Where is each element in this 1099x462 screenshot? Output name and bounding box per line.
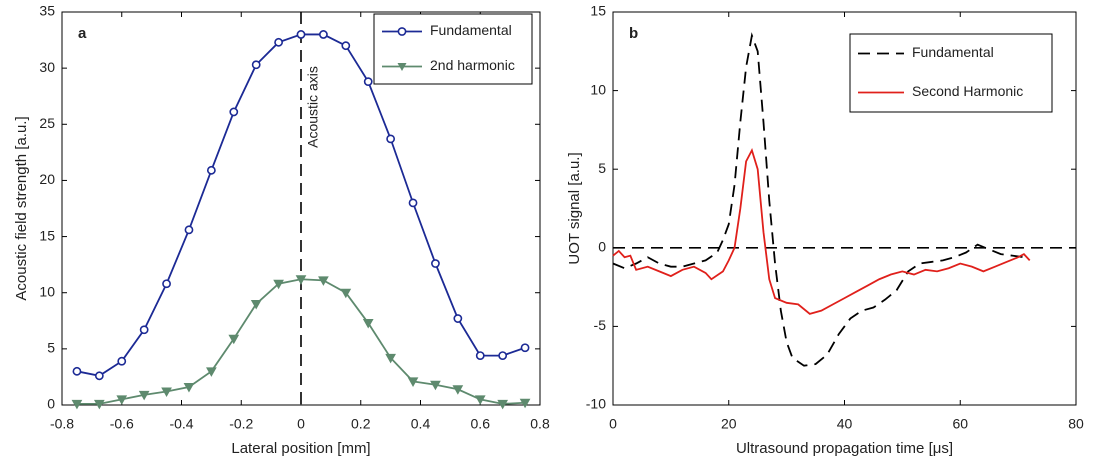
y-tick-label: 10 xyxy=(590,81,606,97)
x-tick-label: 0.8 xyxy=(530,416,550,432)
point xyxy=(385,353,396,364)
series xyxy=(71,275,531,410)
point xyxy=(228,334,240,345)
y-axis-label: Acoustic field strength [a.u.] xyxy=(13,116,30,300)
x-tick-label: 0.6 xyxy=(471,416,491,432)
x-tick-label: 40 xyxy=(837,416,853,432)
point xyxy=(251,60,261,70)
series xyxy=(612,32,1025,367)
y-tick-label: 25 xyxy=(39,115,55,131)
y-tick-label: 15 xyxy=(39,227,55,243)
panel-label: b xyxy=(629,25,638,42)
x-tick-label: -0.2 xyxy=(229,416,253,432)
legend-marker xyxy=(397,27,407,36)
point xyxy=(452,385,464,395)
series xyxy=(72,30,530,381)
point xyxy=(116,395,128,405)
point xyxy=(117,356,127,366)
point xyxy=(475,351,485,360)
y-tick-label: 5 xyxy=(598,160,606,176)
point xyxy=(274,37,283,47)
legend-box xyxy=(849,33,1053,113)
point xyxy=(318,276,329,286)
y-tick-label: 5 xyxy=(47,340,55,356)
x-tick-label: -0.6 xyxy=(110,416,134,432)
legend-box xyxy=(373,13,533,85)
legend-marker xyxy=(397,63,407,71)
point xyxy=(138,390,150,401)
x-tick-label: -0.4 xyxy=(169,416,193,432)
point xyxy=(71,399,83,410)
point xyxy=(363,77,373,87)
point xyxy=(94,371,104,381)
point xyxy=(229,107,239,117)
x-tick-label: 80 xyxy=(1068,416,1084,432)
y-tick-label: 0 xyxy=(598,239,606,255)
point xyxy=(162,279,171,289)
legend-label: Fundamental xyxy=(430,22,512,38)
line xyxy=(612,32,1025,367)
x-tick-label: 60 xyxy=(952,416,968,432)
point xyxy=(296,30,306,39)
point xyxy=(161,387,172,398)
point xyxy=(206,367,217,377)
x-axis-label: Lateral position [mm] xyxy=(231,440,370,457)
point xyxy=(453,314,463,323)
legend-label: Fundamental xyxy=(912,44,994,60)
point xyxy=(183,383,195,393)
point xyxy=(519,398,531,409)
x-tick-label: 20 xyxy=(721,416,737,432)
x-tick-label: 0 xyxy=(609,416,617,432)
point xyxy=(497,399,509,410)
point xyxy=(431,259,440,268)
point xyxy=(250,299,262,310)
x-tick-label: 0.2 xyxy=(351,416,371,432)
line xyxy=(612,147,1031,315)
point xyxy=(93,399,105,410)
legend-label: 2nd harmonic xyxy=(430,57,515,73)
point xyxy=(498,351,508,360)
point xyxy=(386,134,396,144)
x-tick-label: 0 xyxy=(297,416,305,432)
point xyxy=(206,165,216,175)
x-axis-label: Ultrasound propagation time [μs] xyxy=(736,440,953,457)
y-tick-label: 0 xyxy=(47,396,55,412)
x-tick-label: 0.4 xyxy=(411,416,431,432)
y-tick-label: 30 xyxy=(39,59,55,75)
point xyxy=(407,377,419,387)
panel-label: a xyxy=(78,25,87,42)
y-axis-label: UOT signal [a.u.] xyxy=(566,152,583,264)
legend-label: Second Harmonic xyxy=(912,83,1023,99)
x-tick-label: -0.8 xyxy=(50,416,74,432)
y-tick-label: 10 xyxy=(39,283,55,299)
point xyxy=(295,275,307,285)
point xyxy=(273,279,284,290)
annotation: Acoustic axis xyxy=(305,66,321,148)
y-tick-label: -5 xyxy=(594,317,607,333)
point xyxy=(341,41,351,51)
y-tick-label: 20 xyxy=(39,171,55,187)
point xyxy=(139,325,149,335)
point xyxy=(362,319,374,329)
point xyxy=(72,366,82,376)
point xyxy=(184,225,194,235)
y-tick-label: 15 xyxy=(590,3,606,19)
point xyxy=(408,198,418,208)
point xyxy=(319,30,328,39)
point xyxy=(520,343,530,353)
point xyxy=(474,395,486,405)
point xyxy=(430,380,441,391)
y-tick-label: -10 xyxy=(586,396,606,412)
y-tick-label: 35 xyxy=(39,3,55,19)
series xyxy=(612,147,1031,315)
point xyxy=(340,288,352,299)
